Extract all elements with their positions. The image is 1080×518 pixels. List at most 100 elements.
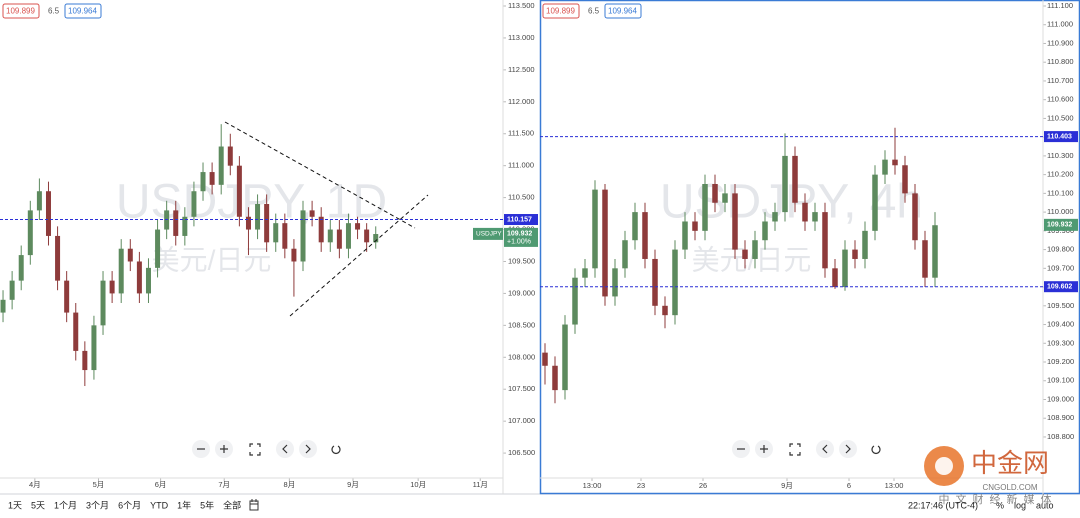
x-tick-label: 8月 bbox=[284, 480, 296, 489]
candle-body bbox=[602, 189, 608, 297]
candle-body bbox=[236, 165, 242, 217]
candle-body bbox=[762, 221, 768, 241]
scale-toggle[interactable]: % bbox=[996, 500, 1004, 510]
candle-body bbox=[0, 299, 6, 313]
last-price-box bbox=[504, 227, 538, 247]
period-button[interactable]: 1天 bbox=[8, 500, 22, 510]
y-tick-label: 108.900 bbox=[1047, 413, 1074, 422]
candle-body bbox=[612, 268, 618, 297]
y-tick-label: 112.500 bbox=[508, 65, 535, 74]
price-label-box bbox=[504, 214, 538, 226]
candle-body bbox=[9, 280, 15, 300]
candle-body bbox=[642, 212, 648, 259]
candle-body bbox=[118, 248, 124, 294]
candle-body bbox=[922, 240, 928, 278]
scale-toggle[interactable]: auto bbox=[1036, 500, 1054, 510]
reset-button[interactable] bbox=[331, 445, 341, 454]
x-tick-label: 7月 bbox=[218, 480, 230, 489]
x-tick-label: 23 bbox=[637, 481, 645, 490]
y-tick-label: 109.000 bbox=[1047, 394, 1074, 403]
y-tick-label: 110.500 bbox=[508, 193, 535, 202]
candle-body bbox=[742, 249, 748, 259]
y-tick-label: 110.600 bbox=[1047, 95, 1074, 104]
last-price: 109.932 bbox=[507, 231, 532, 238]
candle-body bbox=[127, 248, 133, 262]
scroll-left[interactable] bbox=[816, 440, 834, 458]
candle-body bbox=[822, 212, 828, 269]
candle-body bbox=[542, 352, 548, 366]
candle-body bbox=[792, 155, 798, 203]
candle-body bbox=[622, 240, 628, 269]
last-price: 109.932 bbox=[1047, 222, 1072, 229]
icon bbox=[822, 444, 828, 454]
price-label: 110.157 bbox=[507, 216, 532, 223]
period-button[interactable]: 3个月 bbox=[86, 500, 109, 510]
header-box bbox=[2, 3, 40, 19]
header-box bbox=[542, 3, 580, 19]
reset-button[interactable] bbox=[871, 445, 881, 454]
candle-body bbox=[245, 216, 251, 230]
period-button[interactable]: 1个月 bbox=[54, 500, 77, 510]
candle-body bbox=[752, 240, 758, 259]
y-tick-label: 111.000 bbox=[508, 161, 534, 170]
icon bbox=[305, 444, 311, 454]
candle-body bbox=[273, 223, 279, 243]
y-tick-label: 109.400 bbox=[1047, 320, 1074, 329]
candle-body bbox=[902, 165, 908, 194]
y-tick-label: 111.100 bbox=[1047, 1, 1073, 10]
trend-line bbox=[224, 121, 416, 229]
x-tick-label: 10月 bbox=[410, 480, 426, 489]
watermark-subtitle: 美元/日元 bbox=[692, 244, 812, 275]
header-box bbox=[604, 3, 642, 19]
x-tick-label: 13:00 bbox=[583, 481, 602, 490]
candle-body bbox=[832, 268, 838, 288]
calendar-icon[interactable] bbox=[249, 499, 259, 511]
period-button[interactable]: 5年 bbox=[200, 499, 214, 510]
candle-body bbox=[782, 155, 788, 213]
trend-line bbox=[289, 194, 429, 317]
y-tick-label: 110.100 bbox=[1047, 188, 1074, 197]
scroll-right[interactable] bbox=[299, 440, 317, 458]
scroll-right[interactable] bbox=[839, 440, 857, 458]
scale-toggle[interactable]: log bbox=[1014, 500, 1026, 510]
period-button[interactable]: 全部 bbox=[223, 499, 241, 510]
logo-name: 中金网 bbox=[971, 448, 1049, 478]
candle-body bbox=[55, 235, 61, 281]
watermark-title: USDJPY, 4h bbox=[660, 176, 923, 229]
candle-body bbox=[155, 229, 161, 268]
header-value: 109.899 bbox=[546, 7, 575, 16]
candle-body bbox=[772, 212, 778, 222]
candle-body bbox=[282, 223, 288, 249]
x-tick-label: 6月 bbox=[155, 480, 167, 489]
y-tick-label: 110.000 bbox=[1047, 207, 1074, 216]
candle-body bbox=[36, 191, 42, 211]
candle-body bbox=[182, 216, 188, 236]
candle-body bbox=[872, 174, 878, 231]
fit-button[interactable] bbox=[789, 443, 801, 456]
candle-body bbox=[264, 203, 270, 243]
logo-icon-inner bbox=[935, 457, 953, 475]
logo-slogan: 中文财经新媒体 bbox=[939, 492, 1058, 506]
candle-body bbox=[64, 280, 70, 313]
candle-body bbox=[682, 221, 688, 250]
period-button[interactable]: YTD bbox=[150, 500, 169, 510]
y-tick-label: 107.500 bbox=[508, 384, 535, 393]
y-tick-label: 112.000 bbox=[508, 97, 535, 106]
candle-body bbox=[852, 249, 858, 259]
y-tick-label: 109.100 bbox=[1047, 376, 1074, 385]
header-value: 109.964 bbox=[68, 7, 97, 16]
y-tick-label: 110.500 bbox=[1047, 113, 1074, 122]
period-button[interactable]: 6个月 bbox=[118, 500, 141, 510]
candle-body bbox=[345, 223, 351, 249]
price-label: 110.403 bbox=[1047, 133, 1072, 140]
candle-body bbox=[692, 221, 698, 231]
scroll-left[interactable] bbox=[276, 440, 294, 458]
period-button[interactable]: 5天 bbox=[31, 500, 45, 510]
fit-button[interactable] bbox=[249, 443, 261, 456]
candle-body bbox=[364, 229, 370, 243]
y-tick-label: 109.000 bbox=[508, 288, 535, 297]
x-tick-label: 9月 bbox=[781, 481, 793, 490]
period-button[interactable]: 1年 bbox=[177, 499, 191, 510]
y-tick-label: 110.300 bbox=[1047, 151, 1074, 160]
